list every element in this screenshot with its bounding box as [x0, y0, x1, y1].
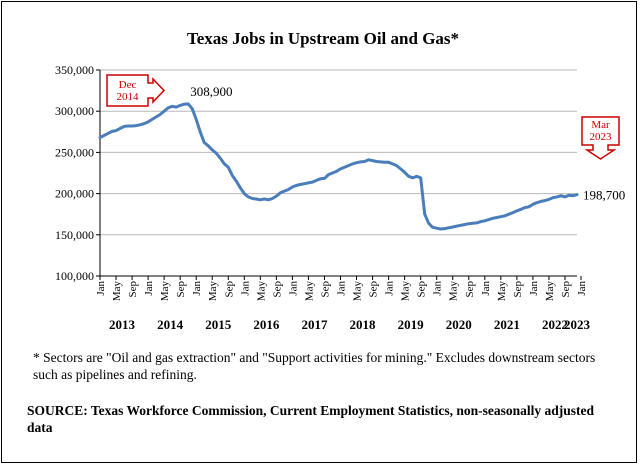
year-label: 2019 [398, 317, 425, 332]
x-tick-labels: Jan May Sep Jan May Sep Jan May Sep Jan May Sep Jan M… [95, 281, 588, 302]
source-note: SOURCE: Texas Workforce Commission, Curr… [27, 403, 595, 435]
y-tick-label: 100,000 [55, 269, 94, 283]
y-tick-label: 300,000 [55, 104, 94, 118]
x-tick-label: May [544, 281, 556, 302]
callout-label: 2023 [590, 131, 613, 143]
y-tick-label: 150,000 [55, 228, 94, 242]
x-tick-label: Jan [576, 281, 588, 296]
callout-label: Mar [591, 119, 610, 131]
gridlines [100, 69, 577, 236]
callout-label: 2014 [117, 91, 140, 103]
y-tick-label: 200,000 [55, 187, 94, 201]
year-label: 2021 [494, 317, 520, 332]
data-label-end: 198,700 [583, 188, 625, 203]
x-tick-label: Jan [239, 281, 251, 296]
x-tick-label: May [303, 281, 315, 302]
series-line [98, 102, 579, 231]
x-tick-label: Jan [432, 281, 444, 296]
year-label: 2022 [542, 317, 568, 332]
chart-title: Texas Jobs in Upstream Oil and Gas* [187, 29, 459, 48]
year-label: 2015 [205, 317, 232, 332]
x-tick-label: Sep [127, 281, 139, 298]
x-tick-label: May [448, 281, 460, 302]
y-tick-label: 250,000 [55, 145, 94, 159]
year-label: 2016 [253, 317, 280, 332]
x-tick-label: Jan [143, 281, 155, 296]
x-tick-label: Sep [223, 281, 235, 298]
series [98, 102, 579, 231]
x-tick-label: May [111, 281, 123, 302]
x-tick-label: Jan [191, 281, 203, 296]
x-tick-label: Jan [480, 281, 492, 296]
year-label: 2020 [446, 317, 472, 332]
x-tick-label: Sep [416, 281, 428, 298]
callout-label: Dec [119, 79, 137, 91]
callout-arrow-right [106, 74, 166, 107]
x-tick-label: May [400, 281, 412, 302]
x-tick-label: May [352, 281, 364, 302]
x-tick-label: Sep [512, 281, 524, 298]
x-tick-label: May [159, 281, 171, 302]
data-label-peak: 308,900 [190, 84, 232, 99]
year-labels: 2013 2014 2015 2016 2017 2018 2019 2020 2021 2022… [109, 317, 590, 332]
x-tick-label: Jan [287, 281, 299, 296]
callout-arrow-down [581, 116, 620, 160]
x-tick-label: Jan [528, 281, 540, 296]
year-label: 2023 [564, 317, 591, 332]
x-tick-label: Sep [319, 281, 331, 298]
x-tick-label: Sep [368, 281, 380, 298]
y-tick-label: 350,000 [55, 63, 94, 77]
footnote: * Sectors are "Oil and gas extraction" a… [33, 350, 596, 382]
x-tick-label: May [496, 281, 508, 302]
x-tick-label: Sep [560, 281, 572, 298]
x-tick-label: Sep [464, 281, 476, 298]
year-label: 2017 [301, 317, 328, 332]
x-tick-label: Jan [95, 281, 107, 296]
year-label: 2014 [157, 317, 184, 332]
x-tick-label: Jan [384, 281, 396, 296]
x-tick-label: May [255, 281, 267, 302]
y-tick-labels: 100,000 150,000 200,000 250,000 300,000 350,0… [55, 63, 94, 283]
x-tick-label: Sep [175, 281, 187, 298]
x-tick-label: Sep [271, 281, 283, 298]
axes [96, 69, 582, 280]
x-tick-label: Jan [336, 281, 348, 296]
x-tick-label: May [207, 281, 219, 302]
year-label: 2013 [109, 317, 136, 332]
year-label: 2018 [350, 317, 377, 332]
